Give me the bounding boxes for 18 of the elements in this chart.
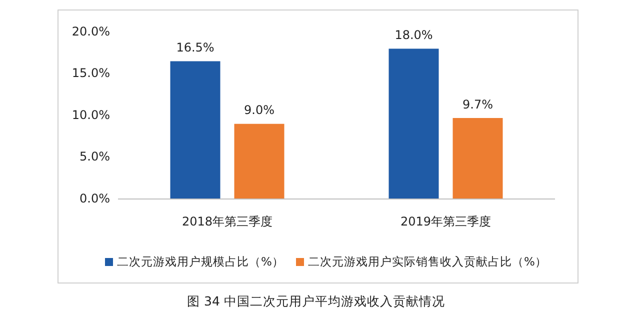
data-label: 9.7% bbox=[462, 97, 493, 112]
data-label: 16.5% bbox=[176, 40, 214, 55]
data-label: 9.0% bbox=[244, 103, 274, 118]
y-tick-label: 20.0% bbox=[72, 24, 110, 38]
y-tick-label: 5.0% bbox=[80, 150, 110, 164]
data-label: 18.0% bbox=[394, 28, 433, 42]
x-tick-label: 2019年第三季度 bbox=[400, 214, 492, 228]
legend-label: 二次元游戏用户实际销售收入贡献占比（%） bbox=[308, 254, 547, 269]
x-tick-label: 2018年第三季度 bbox=[182, 214, 273, 228]
y-tick-label: 15.0% bbox=[72, 66, 110, 80]
bar bbox=[170, 61, 220, 199]
legend-label: 二次元游戏用户规模占比（%） bbox=[117, 254, 284, 269]
caption: 图 34 中国二次元用户平均游戏收入贡献情况 bbox=[187, 293, 445, 308]
bar bbox=[452, 118, 503, 199]
bar bbox=[234, 124, 284, 199]
y-tick-label: 0.0% bbox=[80, 191, 110, 206]
bar bbox=[388, 48, 439, 199]
y-tick-label: 10.0% bbox=[72, 108, 110, 122]
